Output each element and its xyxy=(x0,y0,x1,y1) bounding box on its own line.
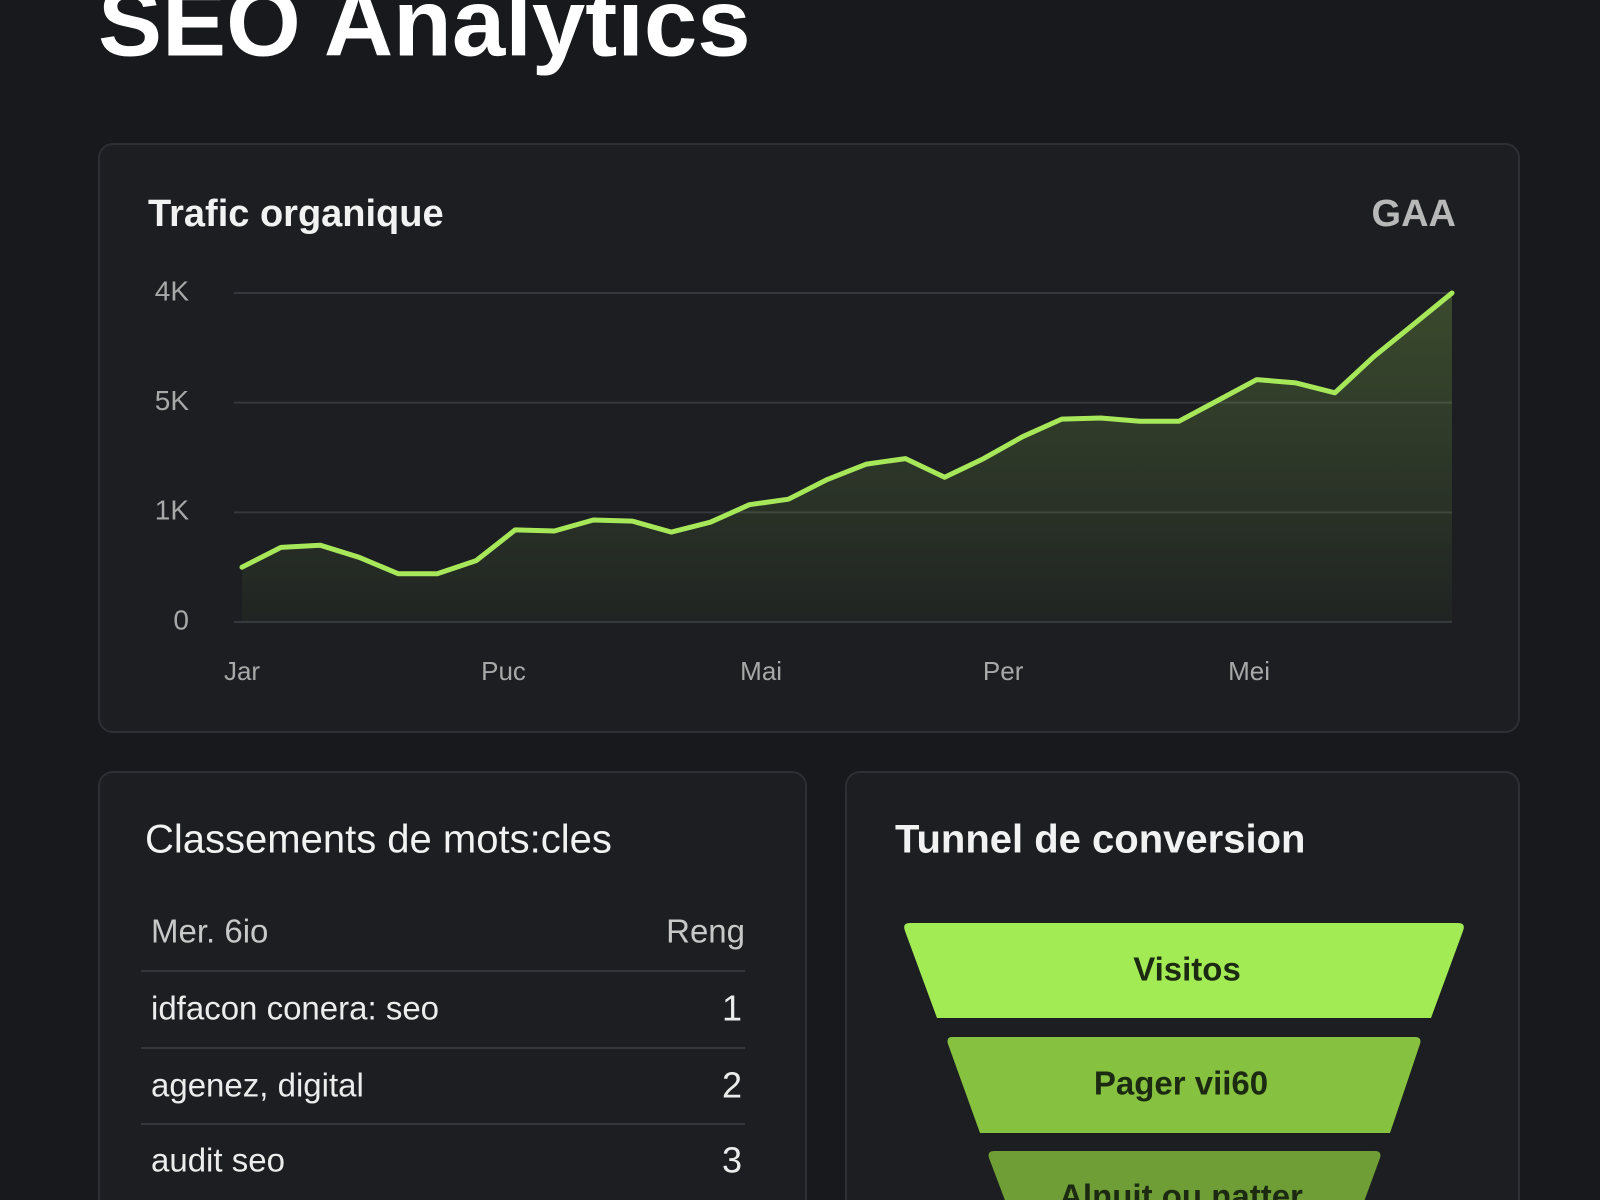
chart-annotation: GAA xyxy=(1372,193,1456,235)
keyword: idfacon conera: seo xyxy=(151,990,439,1027)
y-tick-label: 5K xyxy=(155,385,190,416)
keywords-card xyxy=(98,771,807,1200)
table-header: Reng xyxy=(666,913,745,950)
plot-area: 0 1K 5K 4K Jar Puc Mai Per Mei xyxy=(155,275,1455,686)
traffic-line xyxy=(239,290,1455,577)
x-tick-label: Mei xyxy=(1228,656,1270,686)
x-tick-label: Mai xyxy=(740,656,782,686)
table-header: Mer. 6io xyxy=(151,913,268,950)
funnel-label: Pager vii60 xyxy=(1094,1065,1268,1102)
keyword: agenez, digital xyxy=(151,1067,364,1104)
rank: 2 xyxy=(722,1065,742,1106)
rank: 1 xyxy=(722,988,742,1029)
chart-title: Trafic organique xyxy=(148,193,444,235)
x-tick-label: Per xyxy=(983,656,1024,686)
y-tick-label: 0 xyxy=(173,604,189,635)
funnel-label: Alnuit ou natter xyxy=(1059,1178,1303,1200)
area-fill xyxy=(242,293,1452,622)
funnel-stage xyxy=(988,1151,1381,1200)
funnel-label: Visitos xyxy=(1133,951,1241,988)
y-tick-label: 4K xyxy=(155,275,190,306)
keyword: audit seo xyxy=(151,1142,285,1179)
page-title: SEO Analytics xyxy=(98,0,751,76)
funnel-stage xyxy=(947,1037,1421,1133)
rank: 3 xyxy=(722,1140,742,1181)
keywords-title: Classements de mots:cles xyxy=(145,818,612,862)
y-tick-label: 1K xyxy=(155,495,190,526)
x-tick-label: Puc xyxy=(481,656,526,686)
funnel-title: Tunnel de conversion xyxy=(895,818,1305,862)
x-tick-label: Jar xyxy=(224,656,260,686)
funnel-stage xyxy=(904,923,1464,1018)
